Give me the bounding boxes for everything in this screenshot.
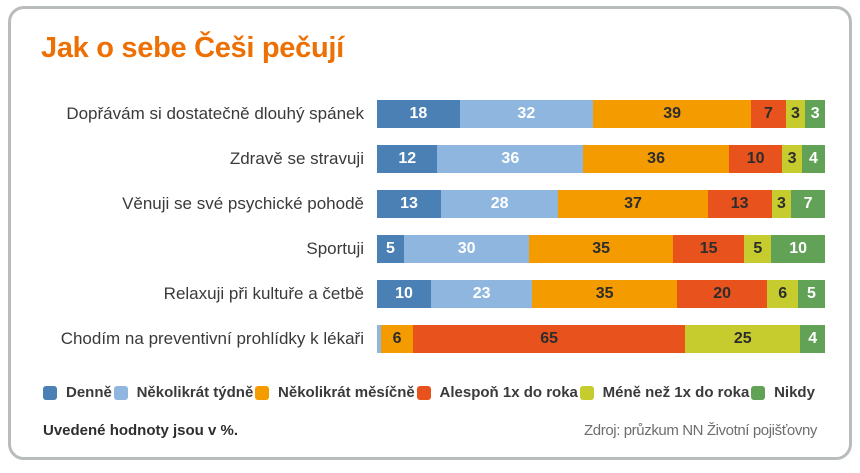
bar-segment: 35 (529, 235, 673, 263)
bar-segment (377, 325, 381, 353)
category-label: Chodím na preventivní prohlídky k lékaři (60, 329, 364, 348)
category-label: Sportuji (306, 239, 364, 258)
bar-track: 18 32 39 7 3 3 (377, 100, 826, 128)
category-label: Věnuji se své psychické pohodě (122, 194, 364, 213)
legend-swatch-icon (43, 385, 57, 400)
bar-segment: 13 (707, 190, 772, 218)
bar-segment: 3 (771, 190, 792, 218)
bar-segment: 3 (805, 100, 826, 128)
category-label: Zdravě se stravuji (229, 149, 364, 168)
bar-segment: 5 (797, 280, 825, 308)
legend-swatch-icon (579, 385, 594, 400)
chart-legend: Denně Několikrát týdně Několikrát měsíčně A… (11, 384, 849, 401)
bar-row: Zdravě se stravuji 12 36 36 10 3 4 (11, 145, 849, 173)
bar-track: 13 28 37 13 3 7 (377, 190, 825, 218)
infographic-card: Jak o sebe Češi pečují Dopřávám si dosta… (8, 6, 852, 460)
stacked-bar-chart: Dopřávám si dostatečně dlouhý spánek 18 32… (11, 100, 849, 353)
legend-item: Několikrát měsíčně (255, 384, 415, 401)
bar-segment: 20 (676, 280, 768, 308)
bar-segment: 13 (377, 190, 441, 218)
bar-segment: 7 (751, 100, 786, 128)
legend-swatch-icon (113, 385, 128, 400)
legend-label: Denně (66, 384, 112, 401)
bar-track: 10 23 35 20 6 5 (377, 280, 825, 308)
source-credit: Zdroj: průzkum NN Životní pojišťovny (584, 422, 817, 439)
bar-segment: 5 (377, 235, 404, 263)
legend-item: Alespoň 1x do roka (416, 384, 578, 401)
bar-segment: 3 (785, 100, 806, 128)
legend-label: Alespoň 1x do roka (439, 384, 578, 401)
bar-segment: 18 (377, 100, 460, 128)
bar-segment: 7 (791, 190, 825, 218)
legend-swatch-icon (416, 385, 431, 400)
bar-segment: 10 (377, 280, 432, 308)
bar-track: 5 30 35 15 5 10 (377, 235, 826, 263)
bar-segment: 25 (685, 325, 801, 353)
bar-segment: 36 (437, 145, 584, 173)
bar-segment: 32 (459, 100, 593, 128)
chart-title: Jak o sebe Češi pečují (41, 32, 344, 64)
bar-segment: 4 (801, 145, 825, 173)
bar-row: Sportuji 5 30 35 15 5 10 (11, 235, 849, 263)
bar-track: 6 65 25 4 (377, 325, 825, 353)
bar-segment: 4 (800, 325, 825, 353)
bar-segment: 36 (583, 145, 729, 173)
bar-segment: 6 (767, 280, 798, 308)
chart-footer: Uvedené hodnoty jsou v %. Zdroj: průzkum… (11, 422, 849, 439)
legend-label: Několikrát týdně (136, 384, 254, 401)
legend-label: Nikdy (774, 384, 815, 401)
bar-segment: 37 (558, 190, 708, 218)
bar-segment: 10 (771, 235, 826, 263)
bar-segment: 6 (380, 325, 414, 353)
legend-item: Několikrát týdně (113, 384, 254, 401)
bar-segment: 3 (782, 145, 802, 173)
bar-segment: 12 (377, 145, 438, 173)
bar-segment: 5 (744, 235, 772, 263)
category-label: Dopřávám si dostatečně dlouhý spánek (66, 104, 364, 123)
bar-row: Dopřávám si dostatečně dlouhý spánek 18 32… (11, 100, 849, 128)
legend-label: Několikrát měsíčně (278, 384, 415, 401)
bar-row: Věnuji se své psychické pohodě 13 28 37 13 3 7 (11, 190, 849, 218)
legend-item: Nikdy (751, 384, 815, 401)
bar-segment: 10 (728, 145, 783, 173)
values-unit-note: Uvedené hodnoty jsou v %. (43, 422, 239, 439)
legend-item: Méně než 1x do roka (579, 384, 750, 401)
legend-item: Denně (43, 384, 112, 401)
legend-label: Méně než 1x do roka (602, 384, 750, 401)
bar-segment: 30 (403, 235, 530, 263)
bar-segment: 23 (431, 280, 533, 308)
legend-swatch-icon (751, 385, 766, 400)
bar-row: Chodím na preventivní prohlídky k lékaři… (11, 325, 849, 353)
bar-segment: 35 (532, 280, 677, 308)
bar-track: 12 36 36 10 3 4 (377, 145, 825, 173)
legend-swatch-icon (255, 385, 270, 400)
bar-segment: 65 (413, 325, 685, 353)
bar-row: Relaxuji při kultuře a četbě 10 23 35 20 6 5 (11, 280, 849, 308)
bar-segment: 15 (672, 235, 745, 263)
bar-segment: 39 (592, 100, 752, 128)
bar-segment: 28 (441, 190, 559, 218)
category-label: Relaxuji při kultuře a četbě (163, 284, 364, 303)
